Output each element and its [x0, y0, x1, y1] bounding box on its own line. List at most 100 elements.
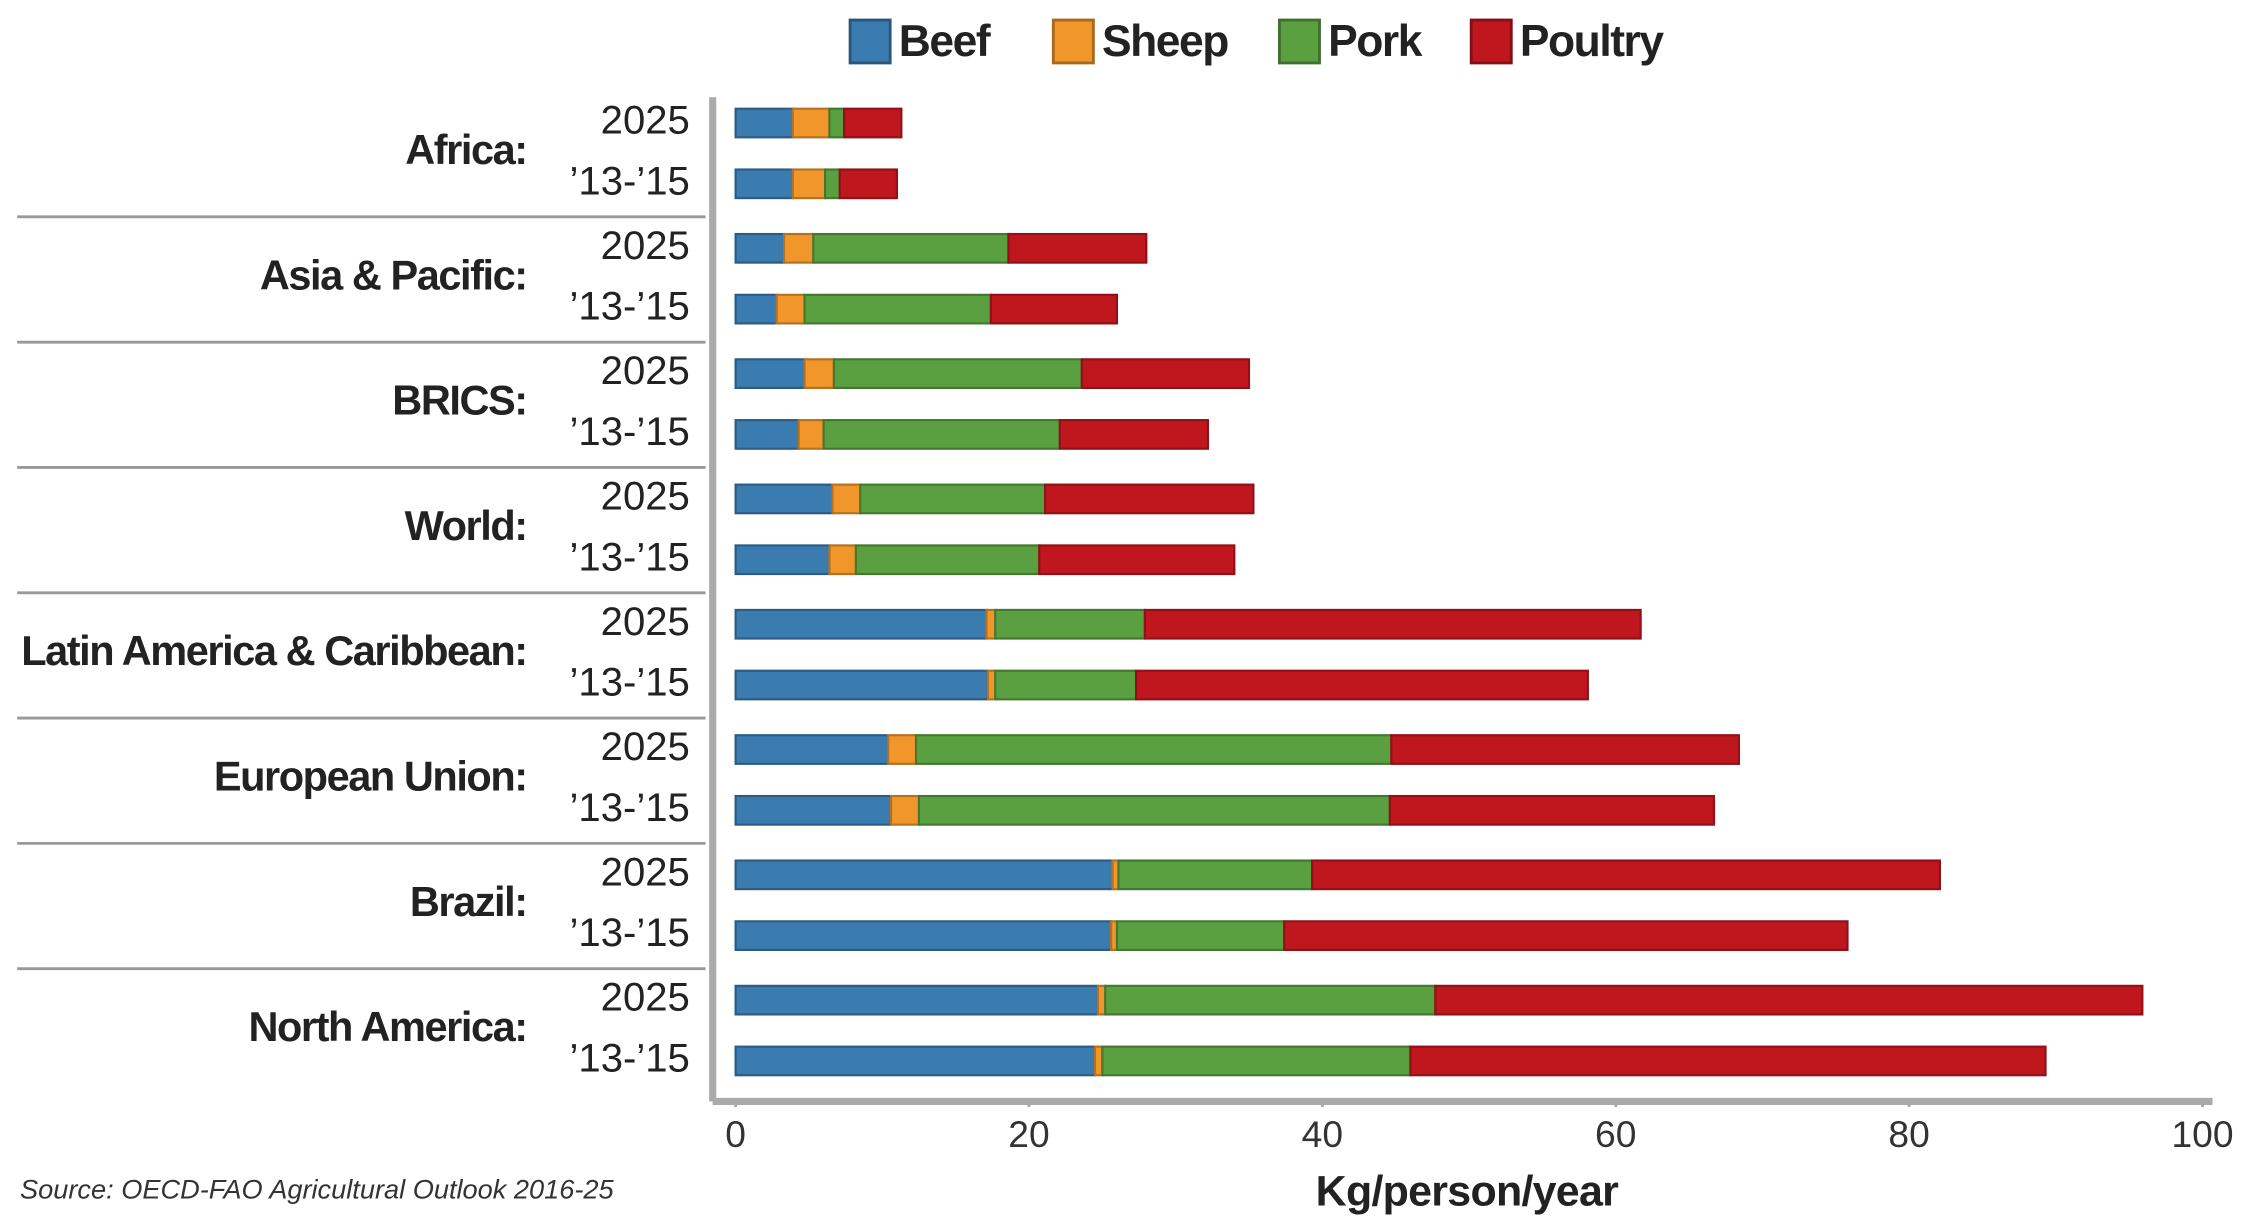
bar-segment	[734, 859, 1114, 891]
bar-segment	[734, 293, 778, 325]
group-label: North America:	[248, 1003, 526, 1050]
row-label: ’13-’15	[570, 661, 690, 705]
group-label: Asia & Pacific:	[260, 251, 527, 298]
bar-segment	[1044, 483, 1255, 515]
bar-segment	[1117, 859, 1314, 891]
row-label: 2025	[601, 976, 690, 1020]
source-note: Source: OECD-FAO Agricultural Outlook 20…	[20, 1174, 615, 1205]
bar-segment	[734, 734, 890, 765]
bar-segment	[1409, 1045, 2047, 1077]
bar-segment	[734, 483, 834, 515]
bar-segment	[1390, 734, 1741, 765]
row-label: 2025	[601, 224, 690, 268]
bar-segment	[791, 107, 831, 139]
bar-segment	[914, 734, 1393, 765]
bar-segment	[994, 608, 1146, 640]
row-label: ’13-’15	[570, 410, 690, 454]
bar-segment	[1434, 984, 2144, 1016]
row-label: 2025	[601, 99, 690, 143]
bar-segment	[824, 168, 841, 200]
bar-segment	[734, 608, 988, 640]
legend-swatch	[1051, 18, 1095, 65]
legend-label: Poultry	[1520, 17, 1665, 66]
x-tick-label: 20	[1008, 1113, 1049, 1155]
x-axis-title: Kg/person/year	[1316, 1168, 1619, 1216]
bar-segment	[1007, 232, 1148, 264]
bar-segment	[859, 483, 1047, 515]
bar-segment	[917, 794, 1391, 826]
bar-segment	[831, 483, 862, 515]
bar-segment	[734, 669, 989, 701]
bar-segment	[734, 419, 800, 450]
row-label: ’13-’15	[570, 1037, 690, 1081]
legend-swatch	[1469, 18, 1513, 65]
bar-segment	[1080, 358, 1251, 389]
bar-segment	[734, 544, 831, 576]
bar-segment	[1104, 984, 1437, 1016]
bar-segment	[812, 232, 1010, 264]
group-label: BRICS:	[392, 377, 526, 424]
bar-segment	[1101, 1045, 1412, 1077]
row-label: ’13-’15	[570, 535, 690, 579]
bar-segment	[1038, 544, 1236, 576]
bar-segment	[1283, 920, 1849, 952]
bar-segment	[828, 107, 846, 139]
bar-segment	[782, 232, 815, 264]
row-label: 2025	[601, 349, 690, 393]
legend-label: Sheep	[1102, 17, 1228, 66]
bar-segment	[994, 669, 1138, 701]
x-tick-label: 60	[1595, 1113, 1636, 1155]
group-label: Latin America & Caribbean:	[21, 627, 526, 674]
bar-segment	[1115, 920, 1286, 952]
x-tick-label: 80	[1888, 1113, 1929, 1155]
bar-segment	[832, 358, 1083, 389]
legend-label: Pork	[1328, 17, 1423, 66]
row-label: 2025	[601, 475, 690, 519]
bar-segment	[828, 544, 857, 576]
row-label: ’13-’15	[570, 285, 690, 329]
bar-segment	[985, 608, 997, 640]
row-label: ’13-’15	[570, 786, 690, 830]
legend-label: Beef	[899, 17, 991, 66]
row-label: 2025	[601, 725, 690, 769]
bar-segment	[734, 794, 893, 826]
bar-segment	[734, 107, 794, 139]
bar-segment	[1143, 608, 1642, 640]
bar-segment	[1096, 984, 1107, 1016]
group-label: Africa:	[405, 126, 526, 173]
bar-segment	[803, 358, 835, 389]
bar-segment	[890, 794, 921, 826]
bar-segment	[822, 419, 1061, 450]
bar-segment	[1093, 1045, 1104, 1077]
bar-segment	[734, 1045, 1097, 1077]
x-tick-label: 0	[725, 1113, 746, 1155]
bar-segment	[1134, 669, 1589, 701]
bar-segment	[887, 734, 918, 765]
bar-segment	[734, 168, 794, 200]
bar-segment	[838, 168, 899, 200]
bar-segment	[989, 293, 1119, 325]
group-label: World:	[405, 502, 527, 549]
bar-segment	[734, 358, 806, 389]
bar-segment	[734, 920, 1113, 952]
bar-segment	[843, 107, 903, 139]
x-tick-label: 100	[2171, 1113, 2233, 1155]
bar-segment	[734, 232, 786, 264]
bar-segment	[775, 293, 806, 325]
bar-segment	[1388, 794, 1716, 826]
bar-segment	[734, 984, 1099, 1016]
row-label: 2025	[601, 850, 690, 894]
row-label: ’13-’15	[570, 159, 690, 203]
bar-segment	[797, 419, 825, 450]
bar-segment	[791, 168, 827, 200]
x-tick-label: 40	[1302, 1113, 1343, 1155]
bar-segment	[803, 293, 992, 325]
bar-segment	[1311, 859, 1941, 891]
row-label: 2025	[601, 600, 690, 644]
bar-segment	[854, 544, 1041, 576]
group-label: Brazil:	[410, 878, 527, 925]
bar-segment	[1058, 419, 1210, 450]
row-label: ’13-’15	[570, 911, 690, 955]
legend-swatch	[1277, 18, 1321, 65]
